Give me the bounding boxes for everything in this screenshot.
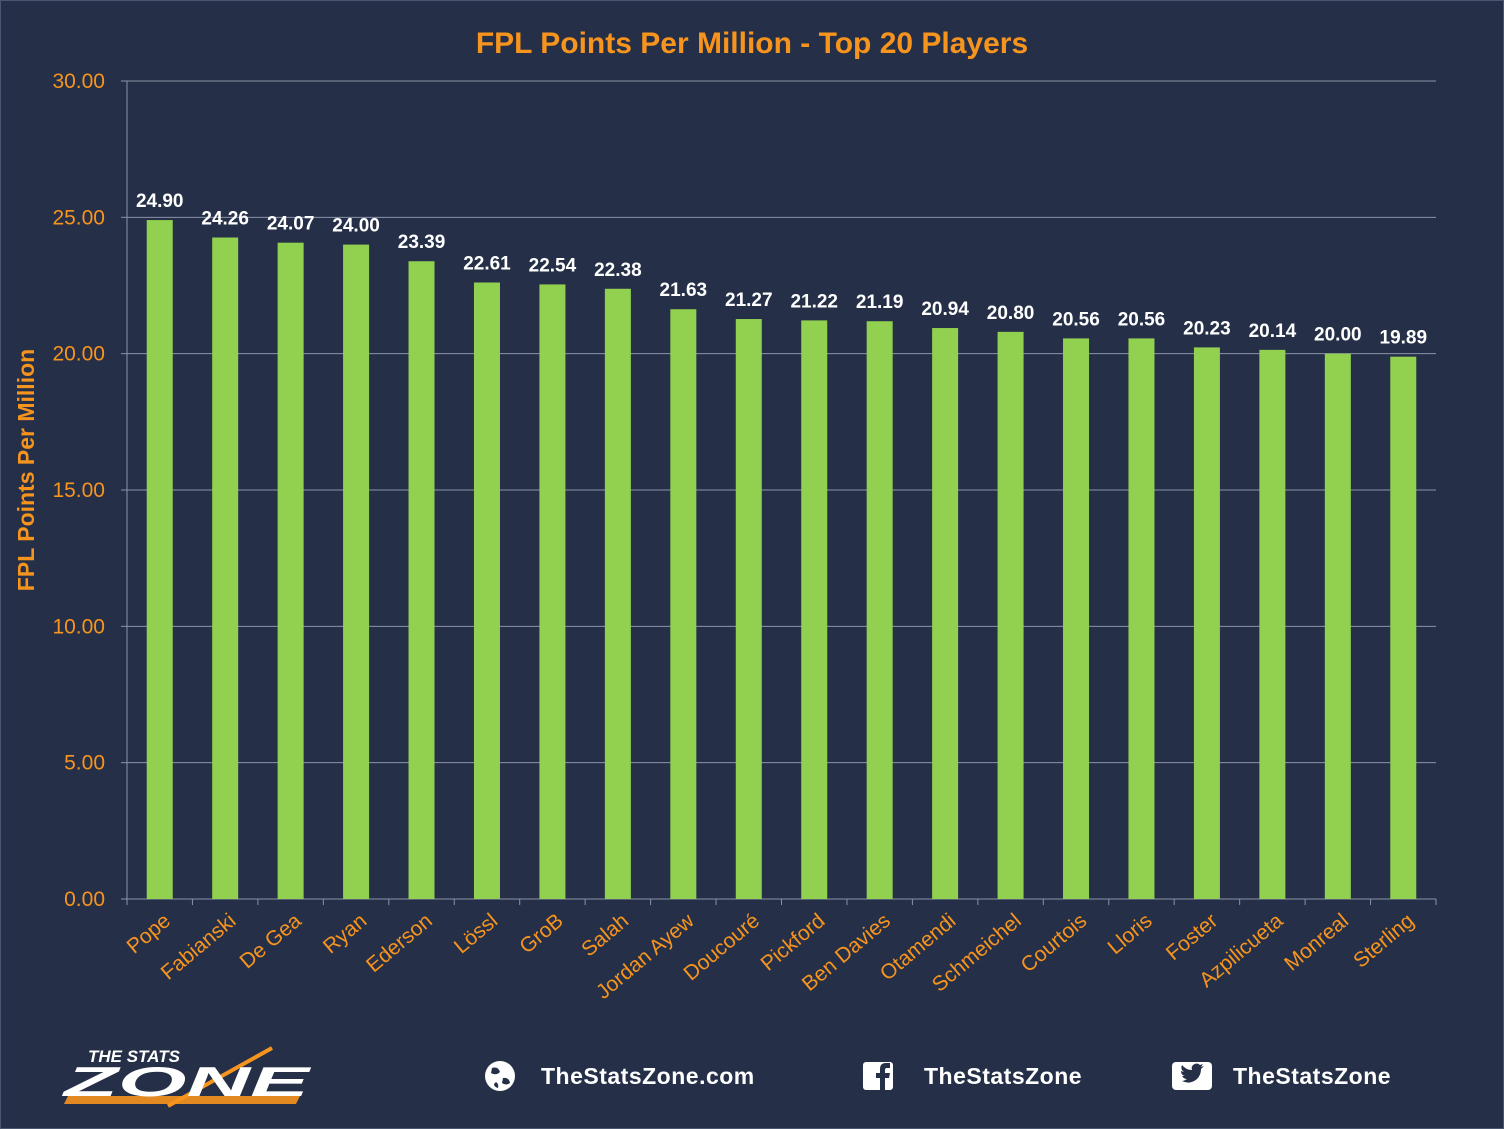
- x-tick-label: Sterling: [1349, 909, 1418, 972]
- data-label: 22.61: [463, 254, 511, 275]
- x-tick-label: Monreal: [1280, 909, 1353, 975]
- x-tick-label: Ederson: [362, 909, 437, 977]
- x-tick-label: GroB: [515, 909, 567, 958]
- bar: [735, 319, 762, 900]
- bar: [1390, 356, 1417, 899]
- bar: [1063, 338, 1090, 899]
- data-label: 24.00: [332, 216, 380, 237]
- data-label: 21.22: [790, 291, 838, 312]
- data-label: 20.14: [1249, 321, 1297, 342]
- y-tick-label: 0.00: [64, 888, 105, 911]
- data-label: 20.56: [1052, 309, 1100, 330]
- data-label: 20.00: [1314, 325, 1362, 346]
- bar: [1128, 338, 1155, 899]
- bar: [866, 321, 893, 899]
- brand-bottom-text: ZONE: [62, 1058, 313, 1105]
- x-tick-label: Pope: [123, 909, 175, 958]
- bar: [1259, 349, 1286, 899]
- facebook-text: TheStatsZone: [924, 1063, 1082, 1089]
- bar: [473, 282, 500, 899]
- y-tick-label: 30.00: [52, 70, 105, 93]
- data-label: 20.56: [1118, 309, 1166, 330]
- data-labels: 24.90 24.26 24.07 24.00 23.39 22.61 22.54 22.38…: [136, 191, 1427, 349]
- data-label: 24.26: [201, 209, 249, 230]
- bar: [801, 320, 828, 899]
- bar: [277, 242, 304, 899]
- website-text: TheStatsZone.com: [541, 1063, 755, 1089]
- data-label: 20.94: [921, 299, 969, 320]
- data-label: 24.90: [136, 191, 184, 212]
- x-tick-label: Lössl: [450, 909, 502, 958]
- data-label: 21.19: [856, 292, 904, 313]
- data-label: 20.23: [1183, 318, 1231, 339]
- globe-icon: [485, 1061, 515, 1091]
- bar: [1193, 347, 1220, 899]
- bars: [146, 220, 1417, 900]
- x-tick-label: Foster: [1162, 909, 1222, 965]
- bar: [1324, 353, 1351, 900]
- gridlines: [121, 80, 1437, 905]
- bar: [539, 284, 566, 900]
- twitter-icon: [1172, 1062, 1212, 1090]
- y-tick-label: 15.00: [52, 479, 105, 502]
- bar: [670, 309, 697, 899]
- footer: THE STATS ZONE TheStatsZone.com TheStats…: [62, 1046, 1391, 1108]
- bar: [932, 328, 959, 899]
- data-label: 23.39: [398, 232, 446, 253]
- chart-title: FPL Points Per Million - Top 20 Players: [476, 27, 1028, 60]
- data-label: 22.54: [529, 255, 577, 276]
- y-tick-label: 25.00: [52, 206, 105, 229]
- facebook-icon: [863, 1062, 893, 1090]
- x-tick-label: Ryan: [319, 909, 371, 958]
- x-tick-label: Lloris: [1103, 909, 1156, 959]
- y-tick-label: 10.00: [52, 615, 105, 638]
- data-label: 19.89: [1380, 328, 1428, 349]
- y-axis-ticks: 0.00 5.00 10.00 15.00 20.00 25.00 30.00: [52, 70, 105, 911]
- y-tick-label: 20.00: [52, 343, 105, 366]
- y-axis-title: FPL Points Per Million: [13, 349, 39, 591]
- data-label: 22.38: [594, 260, 642, 281]
- twitter-text: TheStatsZone: [1233, 1063, 1391, 1089]
- brand-top-text: THE STATS: [88, 1047, 181, 1066]
- bar: [604, 288, 631, 900]
- y-tick-label: 5.00: [64, 752, 105, 775]
- data-label: 24.07: [267, 214, 315, 235]
- bar: [997, 331, 1024, 899]
- bar: [408, 261, 435, 899]
- brand-logo: THE STATS ZONE: [62, 1046, 313, 1108]
- bar: [212, 237, 239, 899]
- data-label: 21.27: [725, 290, 773, 311]
- x-tick-label: Courtois: [1017, 909, 1092, 977]
- bar: [343, 244, 370, 900]
- data-label: 20.80: [987, 303, 1035, 324]
- x-tick-label: Salah: [577, 909, 633, 961]
- x-tick-label: De Gea: [236, 909, 306, 973]
- bar: [146, 220, 173, 899]
- data-label: 21.63: [660, 280, 708, 301]
